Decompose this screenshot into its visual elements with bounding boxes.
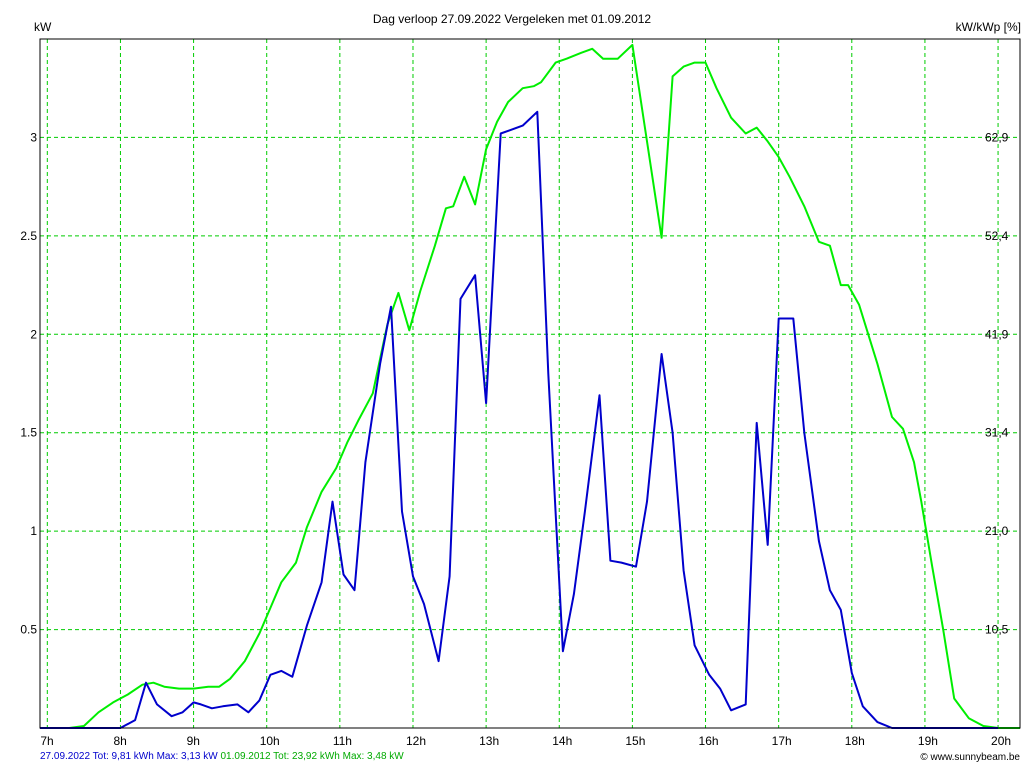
y2-tick-label: 62,9 xyxy=(985,130,1009,144)
plot-frame xyxy=(39,38,1021,729)
x-tick-label: 18h xyxy=(845,734,865,748)
y-axis-left-label: kW xyxy=(34,20,52,34)
x-tick-label: 10h xyxy=(260,734,280,748)
x-tick-label: 20h xyxy=(991,734,1011,748)
x-tick-label: 8h xyxy=(113,734,126,748)
footer-summary: 27.09.2022 Tot: 9,81 kWh Max: 3,13 kW 01… xyxy=(40,751,404,762)
grid xyxy=(40,39,1020,728)
y-tick-label: 1 xyxy=(30,524,37,538)
y2-tick-label: 41,9 xyxy=(985,327,1009,341)
tick-labels: 7h 8h 9h 10h 11h 12h 13h 14h 15h 16h 17h 18h 19h 20h 0… xyxy=(20,130,1011,748)
x-tick-label: 11h xyxy=(333,734,352,748)
y-tick-label: 3 xyxy=(30,130,37,144)
x-tick-label: 7h xyxy=(40,734,53,748)
x-tick-label: 9h xyxy=(187,734,200,748)
y-axis-right-label: kW/kWp [%] xyxy=(956,20,1021,34)
x-tick-label: 12h xyxy=(406,734,426,748)
x-tick-label: 15h xyxy=(625,734,645,748)
y2-tick-label: 52,4 xyxy=(985,229,1009,243)
footer-summary-blue: 27.09.2022 Tot: 9,81 kWh Max: 3,13 kW xyxy=(40,751,218,762)
series-line-01-09-2012 xyxy=(40,43,1020,729)
series-lines xyxy=(40,43,1020,729)
x-tick-label: 19h xyxy=(918,734,938,748)
footer-summary-green: 01.09.2012 Tot: 23,92 kWh Max: 3,48 kW xyxy=(220,751,404,762)
y2-tick-label: 10,5 xyxy=(985,623,1009,637)
y2-tick-label: 31,4 xyxy=(985,426,1009,440)
x-tick-label: 16h xyxy=(699,734,719,748)
chart-title: Dag verloop 27.09.2022 Vergeleken met 01… xyxy=(373,12,652,26)
x-tick-label: 13h xyxy=(479,734,499,748)
x-tick-label: 14h xyxy=(552,734,572,748)
y-tick-label: 2 xyxy=(30,327,37,341)
y-tick-label: 0.5 xyxy=(20,623,37,637)
y-tick-label: 1.5 xyxy=(20,426,37,440)
x-tick-label: 17h xyxy=(772,734,792,748)
series-line-27-09-2022 xyxy=(40,110,999,729)
y2-tick-label: 21,0 xyxy=(985,524,1009,538)
y-tick-label: 2.5 xyxy=(20,229,37,243)
copyright-text: © www.sunnybeam.be xyxy=(920,752,1020,763)
